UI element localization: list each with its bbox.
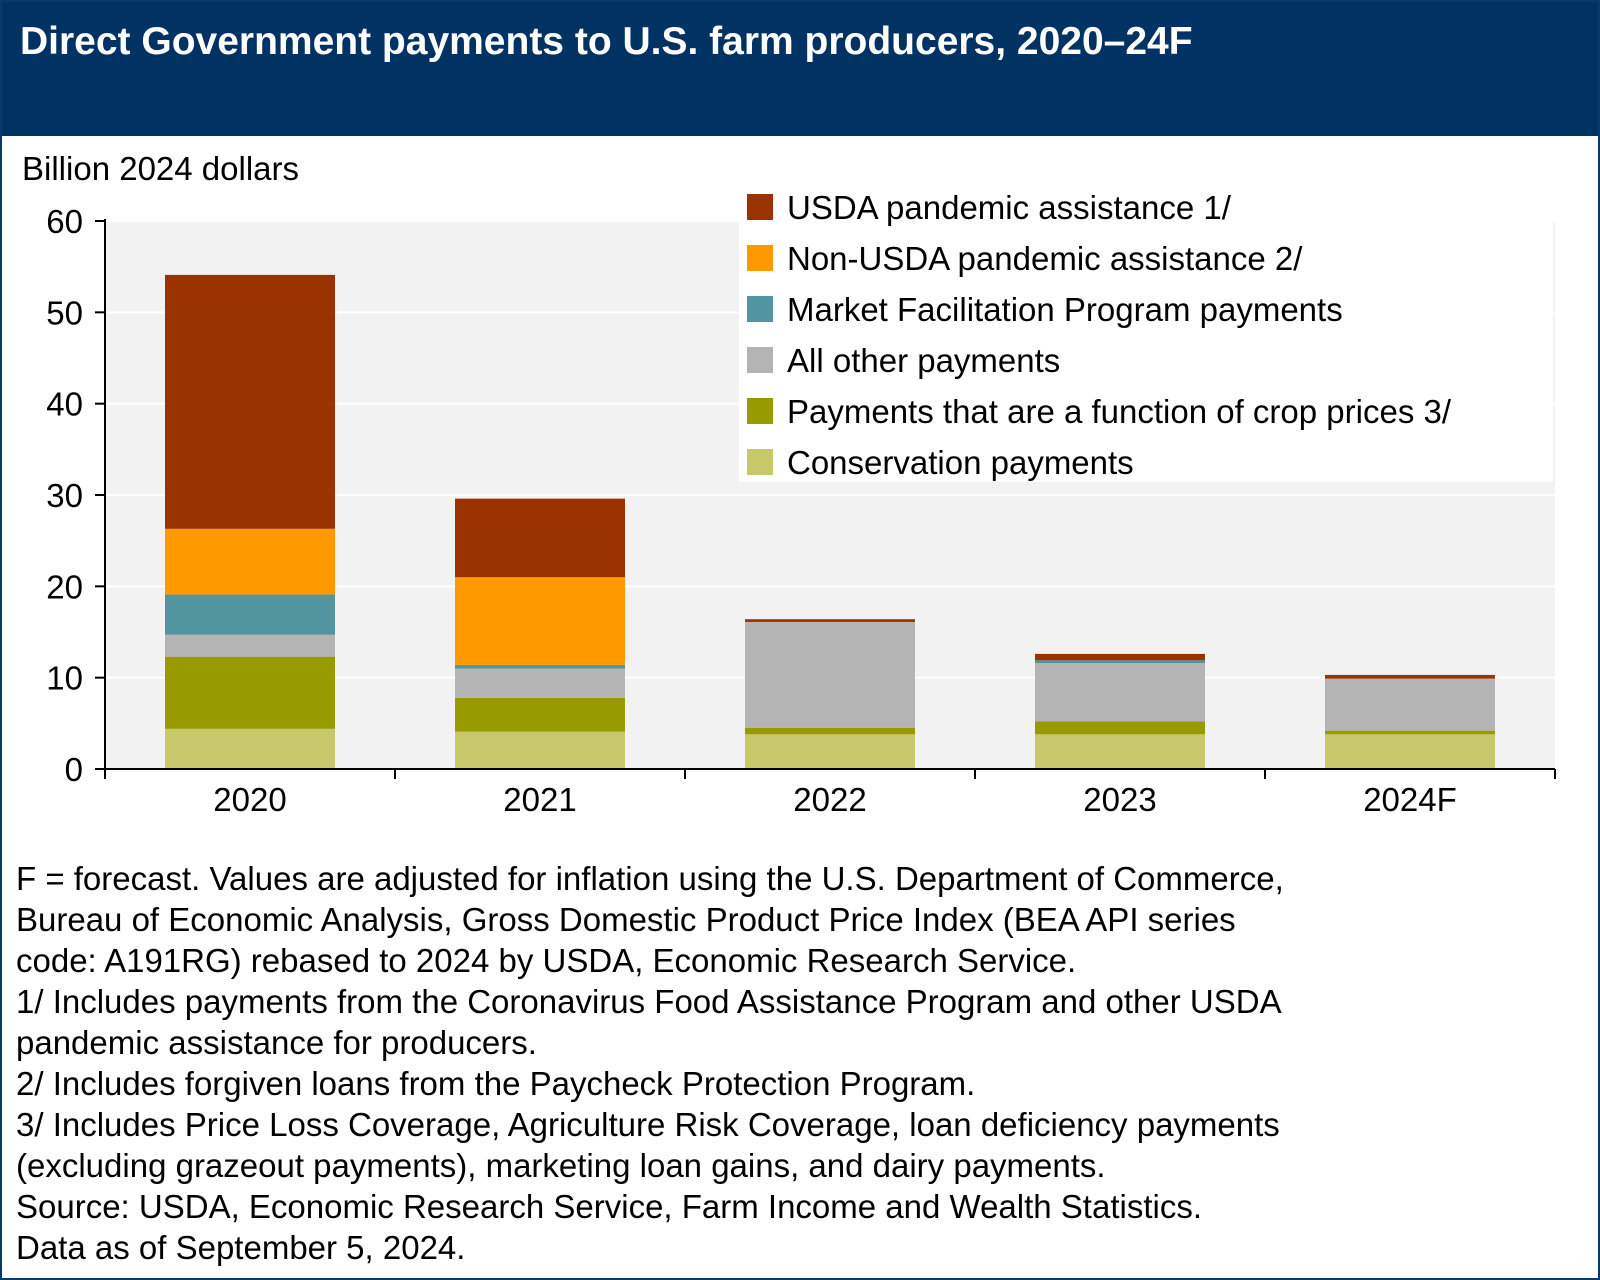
footnote-line: pandemic assistance for producers. — [16, 1024, 537, 1061]
legend-swatch — [747, 449, 773, 475]
legend-label: Market Facilitation Program payments — [787, 291, 1343, 328]
y-axis-label: Billion 2024 dollars — [22, 150, 299, 187]
y-tick-label: 0 — [65, 751, 83, 788]
bar-segment — [1035, 721, 1205, 735]
bar-segment — [745, 619, 915, 622]
legend-swatch — [747, 398, 773, 424]
legend-label: Payments that are a function of crop pri… — [787, 393, 1452, 430]
footnote-line: 1/ Includes payments from the Coronaviru… — [16, 983, 1282, 1020]
footnote-line: Bureau of Economic Analysis, Gross Domes… — [16, 901, 1236, 938]
legend-swatch — [747, 347, 773, 373]
bar-segment — [455, 664, 625, 669]
footnote-line: Source: USDA, Economic Research Service,… — [16, 1188, 1203, 1225]
footnote-line: 3/ Includes Price Loss Coverage, Agricul… — [16, 1106, 1280, 1143]
legend-label: USDA pandemic assistance 1/ — [787, 189, 1232, 226]
x-tick-label: 2021 — [503, 781, 576, 818]
bar-segment — [1325, 734, 1495, 769]
bar-segment — [165, 274, 335, 529]
bar-segment — [455, 731, 625, 769]
chart-title: Direct Government payments to U.S. farm … — [20, 20, 1193, 63]
legend-label: Conservation payments — [787, 444, 1134, 481]
bar-segment — [165, 728, 335, 769]
legend-swatch — [747, 194, 773, 220]
legend-label: All other payments — [787, 342, 1060, 379]
legend-background — [739, 172, 1553, 482]
bar-segment — [165, 634, 335, 657]
chart: Billion 2024 dollars 0 10 20 30 40 50 60 2020 20… — [22, 150, 1556, 818]
x-tick-label: 2023 — [1083, 781, 1156, 818]
bar-segment — [165, 594, 335, 635]
title-bar: Direct Government payments to U.S. farm … — [2, 2, 1598, 136]
footnote-line: (excluding grazeout payments), marketing… — [16, 1147, 1106, 1184]
footnote-line: F = forecast. Values are adjusted for in… — [16, 860, 1284, 897]
bar-segment — [1035, 660, 1205, 664]
y-tick-label: 10 — [46, 660, 83, 697]
y-tick-label: 20 — [46, 568, 83, 605]
legend-swatch — [747, 245, 773, 271]
bar-segment — [455, 668, 625, 698]
y-tick-label: 60 — [46, 203, 83, 240]
bar-segment — [745, 727, 915, 735]
bar-segment — [1035, 734, 1205, 769]
x-tick-label: 2020 — [213, 781, 286, 818]
bar-segment — [165, 656, 335, 729]
bar-segment — [1035, 663, 1205, 722]
bar-segment — [455, 697, 625, 732]
footnote-line: 2/ Includes forgiven loans from the Payc… — [16, 1065, 976, 1102]
y-tick-label: 40 — [46, 386, 83, 423]
y-tick-label: 30 — [46, 477, 83, 514]
x-tick-label: 2024F — [1363, 781, 1457, 818]
bar-segment — [745, 621, 915, 728]
legend-label: Non-USDA pandemic assistance 2/ — [787, 240, 1303, 277]
bar-segment — [1325, 674, 1495, 679]
footnotes: F = forecast. Values are adjusted for in… — [16, 858, 1576, 1268]
bar-segment — [1325, 678, 1495, 731]
bar-segment — [165, 528, 335, 595]
x-tick-label: 2022 — [793, 781, 866, 818]
bar-segment — [455, 577, 625, 665]
bar-segment — [455, 498, 625, 578]
bar-segment — [745, 734, 915, 769]
footnote-line: code: A191RG) rebased to 2024 by USDA, E… — [16, 942, 1077, 979]
bar-segment — [1325, 730, 1495, 735]
bar-segment — [1035, 653, 1205, 661]
y-tick-label: 50 — [46, 294, 83, 331]
legend-swatch — [747, 296, 773, 322]
legend: USDA pandemic assistance 1/Non-USDA pand… — [739, 172, 1553, 482]
footnote-line: Data as of September 5, 2024. — [16, 1229, 466, 1266]
